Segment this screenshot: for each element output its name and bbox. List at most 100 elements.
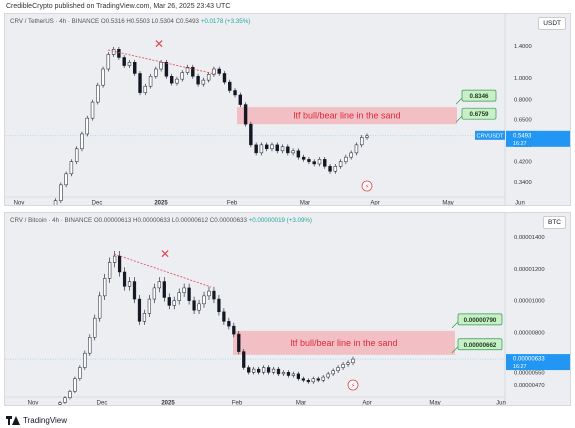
event-icon <box>347 379 359 391</box>
event-icon <box>361 180 373 192</box>
candle-body <box>360 137 364 146</box>
candle-body <box>148 76 153 87</box>
candle-body <box>206 74 211 81</box>
chart-legend: CRV / TetherUS · 4h · BINANCE O0.5316 H0… <box>10 18 250 25</box>
x-tick-label: 2025 <box>154 201 168 207</box>
chart-panel-crv-usdt[interactable]: CRV / TetherUS · 4h · BINANCE O0.5316 H0… <box>4 13 571 206</box>
x-tick-label: Nov <box>28 401 39 407</box>
candle-body <box>316 378 320 381</box>
x-tick-label: 2025 <box>161 401 175 407</box>
price-tag <box>506 130 570 147</box>
zone-label: ltf bull/bear line in the sand <box>293 111 400 121</box>
candle-body <box>326 373 330 378</box>
symbol-tag-label: CRVUSDT <box>477 134 505 140</box>
y-tick-label: 0.00000470 <box>514 383 545 389</box>
candle-body <box>311 378 315 383</box>
x-tick-label: Apr <box>370 201 379 207</box>
x-tick-label: Jun <box>496 401 506 407</box>
x-tick-label: Mar <box>296 401 306 407</box>
y-tick-label: 0.00001000 <box>514 299 545 305</box>
candle-body <box>271 368 276 373</box>
candle-body <box>201 79 206 85</box>
price-tag-timer: 16:27 <box>513 141 527 147</box>
lightning-icon: ⚡ <box>365 183 370 191</box>
legend-change: +0.00000019 (+3.09%) <box>248 217 312 224</box>
candle-body <box>142 313 147 322</box>
annotation-box <box>461 107 497 120</box>
candle-body <box>59 184 63 201</box>
candle-body <box>228 81 232 91</box>
candle-body <box>212 68 216 75</box>
candle-body <box>312 161 316 165</box>
candle-body <box>217 68 221 74</box>
lightning-icon: ⚡ <box>351 382 356 390</box>
candle-body <box>73 378 77 392</box>
candle-body <box>127 62 132 66</box>
y-tick-label: 0.6500 <box>514 118 532 124</box>
candle-body <box>301 156 306 160</box>
descending-trendline <box>107 49 216 75</box>
zone-label: ltf bull/bear line in the sand <box>290 338 397 348</box>
candle-body <box>152 287 156 300</box>
candle-body <box>180 72 184 80</box>
annotation-label: 0.6759 <box>470 111 489 118</box>
candle-body <box>323 159 327 167</box>
candle-body <box>138 73 142 93</box>
candle-body <box>133 62 137 74</box>
candle-body <box>113 255 117 263</box>
candle-body <box>64 173 68 186</box>
x-marker-icon: ✕ <box>154 37 164 51</box>
candle-body <box>217 298 221 313</box>
candle-body <box>162 281 166 298</box>
currency-button[interactable]: BTC <box>543 216 566 229</box>
candle-body <box>127 281 132 287</box>
candle-body <box>291 150 295 154</box>
candle-body <box>192 300 196 311</box>
candle-body <box>351 358 355 363</box>
candle-body <box>307 159 311 162</box>
candle-body <box>154 68 158 77</box>
candle-body <box>257 368 261 373</box>
candle-body <box>265 144 269 150</box>
candle-body <box>159 62 163 70</box>
candle-body <box>247 367 251 373</box>
candle-body <box>232 325 236 335</box>
candle-body <box>175 78 179 84</box>
candle-body <box>212 290 216 300</box>
candle-body <box>185 67 190 73</box>
x-tick-label: Dec <box>92 201 103 207</box>
candle-body <box>143 85 147 93</box>
candle-body <box>69 161 74 175</box>
candle-body <box>280 146 285 152</box>
candle-body <box>227 321 231 327</box>
annotation-label: 0.8346 <box>470 93 489 100</box>
candle-body <box>242 351 246 368</box>
candle-body <box>177 292 181 301</box>
x-tick-label: Feb <box>227 201 238 207</box>
candle-body <box>341 364 345 368</box>
x-tick-label: Nov <box>14 201 25 207</box>
candle-body <box>286 146 290 154</box>
price-axis <box>505 14 570 205</box>
candle-body <box>90 101 95 119</box>
x-tick-label: Jun <box>515 201 525 207</box>
chart-panel-crv-btc[interactable]: CRV / Bitcoin · 4h · BINANCE O0.00000613… <box>4 212 571 406</box>
candle-body <box>68 391 72 399</box>
chart-canvas[interactable]: 0.00001400 0.00001200 0.00001000 0.00000800… <box>5 213 571 406</box>
candle-body <box>147 298 152 314</box>
chart-canvas[interactable]: 1.40001.00000.80000.65000.50000.42000.34… <box>5 14 571 206</box>
candle-body <box>207 290 211 297</box>
symbol-tag <box>475 130 505 140</box>
candle-body <box>191 67 195 77</box>
candle-body <box>365 135 369 138</box>
candle-body <box>172 300 176 306</box>
y-tick-label: 1.0000 <box>514 76 532 82</box>
currency-button[interactable]: USDT <box>538 17 566 30</box>
candle-body <box>88 337 92 354</box>
footer-brand: TradingView <box>23 416 68 425</box>
candle-body <box>103 278 107 297</box>
legend-change: +0.0178 (+3.35%) <box>200 18 251 25</box>
candle-body <box>53 200 58 205</box>
candle-body <box>252 368 256 373</box>
candle-body <box>336 367 340 371</box>
